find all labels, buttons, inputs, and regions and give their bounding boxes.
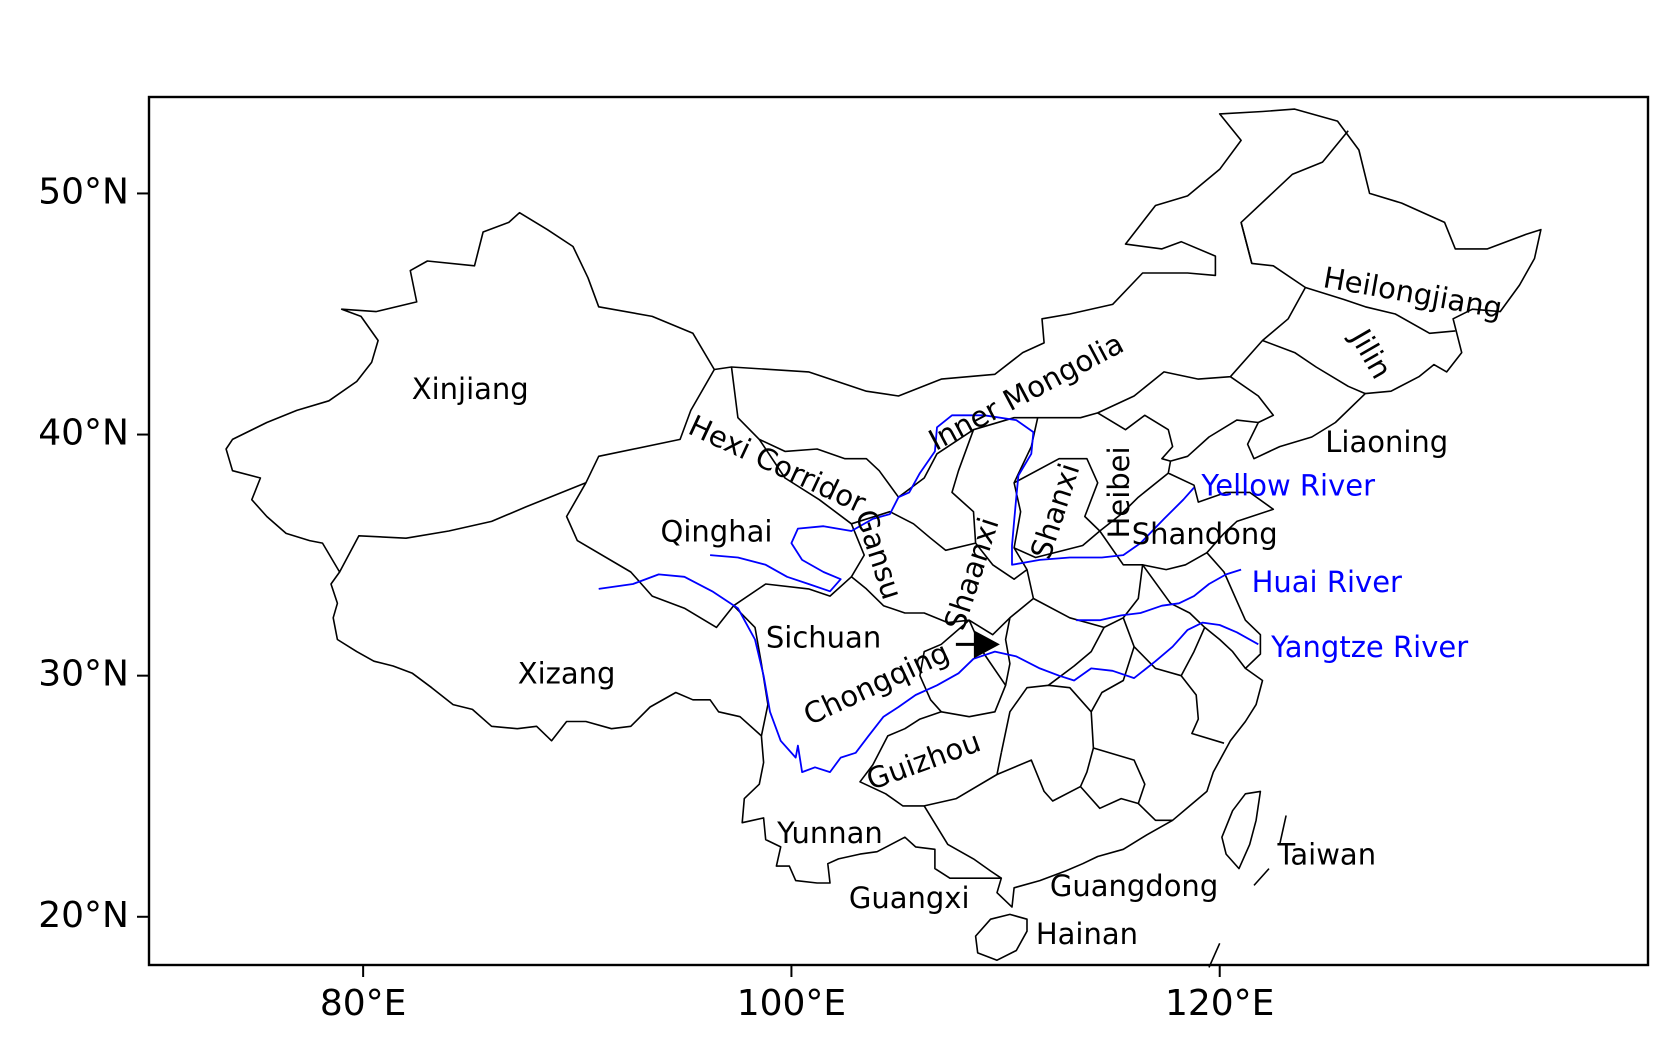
province-label: Shandong [1132, 517, 1278, 551]
location-marker-layer [955, 630, 1000, 659]
island-mark [1253, 868, 1270, 886]
province-boundary-line [730, 130, 1349, 498]
island-mark [1208, 942, 1221, 968]
y-tick-label: 40°N [38, 413, 129, 454]
province-boundary-line [1000, 684, 1095, 787]
province-boundaries [225, 108, 1542, 968]
province-boundary-line [1305, 286, 1456, 335]
hainan-outline [974, 913, 1028, 961]
province-boundary-line [1097, 412, 1174, 462]
province-boundary-line [1047, 627, 1105, 686]
x-tick-label: 80°E [320, 983, 407, 1024]
province-label: Guizhou [862, 724, 985, 797]
province-boundary-line [859, 619, 1007, 807]
province-boundary-line [1099, 530, 1208, 571]
river-label: Huai River [1252, 565, 1402, 599]
country-outline [225, 108, 1542, 908]
river-labels: Yellow River Huai River Yangtze River [1200, 469, 1468, 665]
province-boundary-line [1122, 617, 1225, 744]
province-boundary-line [758, 417, 1039, 636]
river-label: Yangtze River [1270, 630, 1468, 664]
province-label: Heilongjiang [1321, 260, 1505, 325]
province-label: Hainan [1036, 917, 1138, 951]
map-frame [147, 95, 1650, 967]
x-tick-label: 100°E [737, 983, 846, 1024]
axis-ticks: 80°E 100°E 120°E 50°N 40°N 30°N 20°N [38, 171, 1274, 1024]
yangtze-river-line [598, 573, 1259, 773]
province-boundary-line [996, 759, 1173, 822]
province-label: Taiwan [1276, 838, 1376, 872]
province-boundary-line [1180, 627, 1206, 677]
province-boundary-line [919, 619, 970, 713]
province-boundary-line [1240, 222, 1253, 264]
island-mark [1278, 815, 1287, 845]
province-boundary-line [1093, 747, 1146, 804]
province-label: Inner Mongolia [923, 326, 1129, 457]
province-label: Yunnan [776, 816, 883, 850]
province-boundary-line [1004, 617, 1011, 686]
taiwan-outline [1221, 790, 1262, 870]
yellow-river-line [710, 414, 1195, 593]
province-label: Xizang [518, 657, 616, 691]
province-boundary-line [923, 805, 1002, 879]
province-label: Guangxi [849, 881, 970, 915]
province-label: Hexi Corridor [684, 408, 872, 520]
province-label: Jilin [1343, 322, 1399, 385]
province-boundary-line [733, 576, 852, 607]
province-boundary-line [1099, 472, 1169, 532]
y-tick-label: 20°N [38, 895, 129, 936]
y-tick-label: 50°N [38, 171, 129, 212]
province-boundary-line [338, 369, 715, 573]
province-boundary-line [851, 429, 977, 552]
province-label: Liaoning [1325, 425, 1448, 459]
province-label: Gansu [849, 505, 910, 603]
province-label: Sichuan [766, 621, 881, 655]
province-label: Shaanxi [937, 513, 1005, 634]
y-tick-label: 30°N [38, 654, 129, 695]
province-label: Heibei [1102, 446, 1136, 538]
province-boundary-line [1033, 564, 1144, 629]
province-boundary-line [1229, 376, 1275, 424]
huai-river-line [1076, 568, 1242, 622]
marker-arrow-icon [973, 630, 1000, 659]
rivers [598, 414, 1259, 773]
province-boundary-line [1090, 646, 1135, 713]
province-boundary-line [1262, 339, 1366, 395]
province-boundary-line [974, 542, 1028, 580]
province-label: Xinjiang [412, 372, 529, 406]
province-boundary-line [1013, 457, 1101, 559]
river-label: Yellow River [1200, 469, 1375, 503]
x-tick-label: 120°E [1165, 983, 1274, 1024]
province-label: Guangdong [1050, 869, 1218, 903]
province-label: Qinghai [661, 514, 773, 548]
